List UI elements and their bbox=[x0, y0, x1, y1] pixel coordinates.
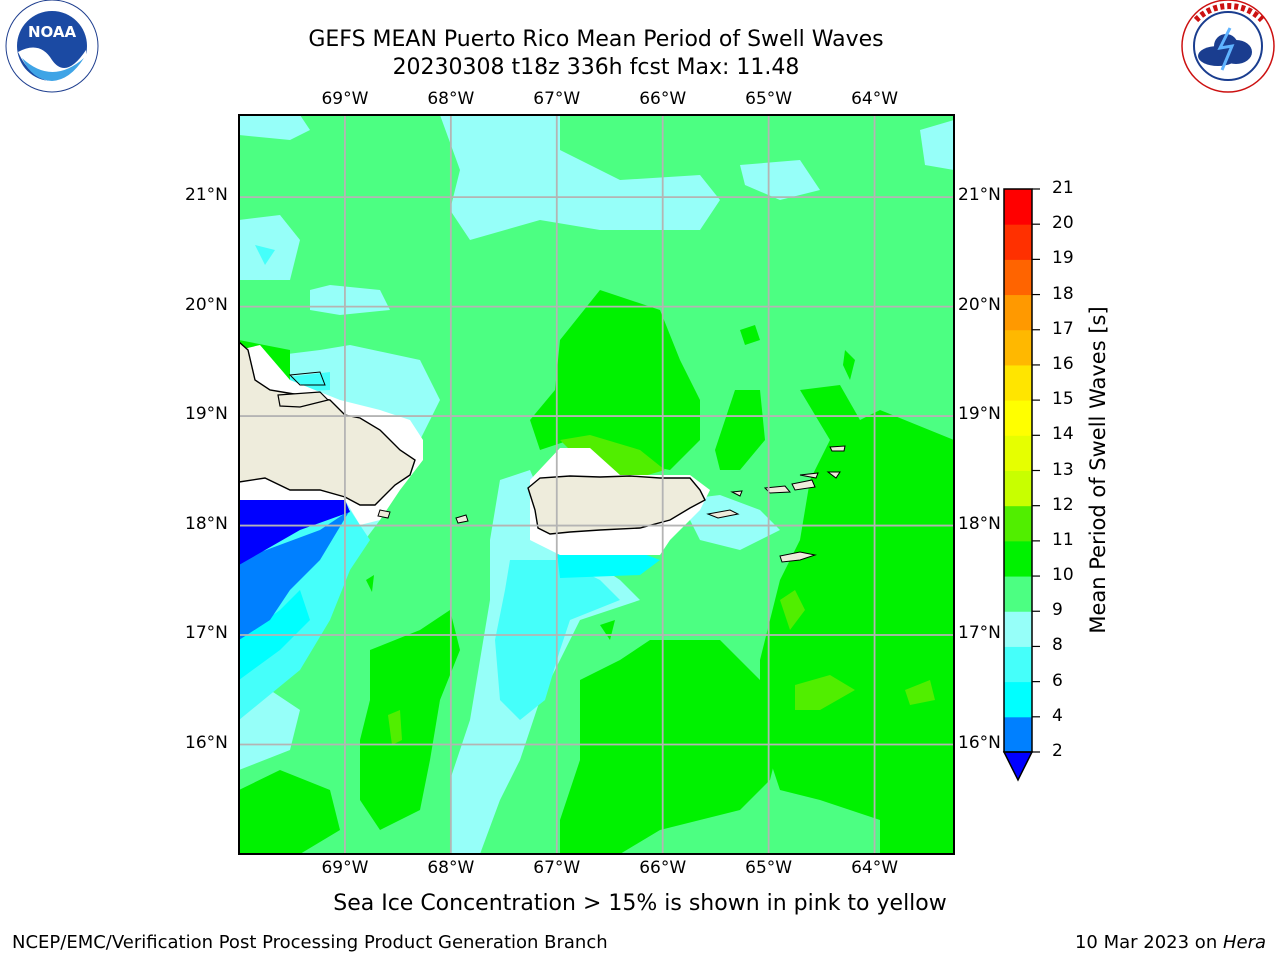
colorbar-tick-label: 18 bbox=[1052, 283, 1074, 304]
colorbar-tick-label: 13 bbox=[1052, 459, 1074, 480]
lat-label-left: 18°N bbox=[185, 513, 228, 534]
footer-host: Hera bbox=[1222, 932, 1266, 953]
lon-label-top: 65°W bbox=[745, 89, 793, 109]
colorbar-tick-label: 19 bbox=[1052, 248, 1074, 269]
colorbar-tick-label: 8 bbox=[1052, 635, 1063, 656]
map-area bbox=[239, 115, 954, 854]
lon-label-bottom: 68°W bbox=[427, 858, 475, 878]
colorbar-segment bbox=[1004, 189, 1032, 225]
colorbar-tick-label: 14 bbox=[1052, 424, 1074, 445]
colorbar-tick-label: 17 bbox=[1052, 318, 1074, 339]
colorbar-segment bbox=[1004, 435, 1032, 471]
lon-label-bottom: 65°W bbox=[745, 858, 793, 878]
colorbar-segment bbox=[1004, 294, 1032, 331]
colorbar-segment bbox=[1004, 329, 1032, 366]
footer-credit: NCEP/EMC/Verification Post Processing Pr… bbox=[12, 932, 608, 953]
colorbar-label: Mean Period of Swell Waves [s] bbox=[1086, 306, 1110, 634]
colorbar-segment bbox=[1004, 611, 1032, 647]
lon-label-top: 68°W bbox=[427, 89, 475, 109]
lon-label-top: 66°W bbox=[639, 89, 687, 109]
noaa-logo: NOAA bbox=[5, 0, 99, 93]
map-subtitle: 20230308 t18z 336h fcst Max: 11.48 bbox=[392, 55, 800, 80]
lon-label-bottom: 64°W bbox=[851, 858, 899, 878]
nws-logo bbox=[1181, 0, 1275, 93]
colorbar-tick-label: 4 bbox=[1052, 705, 1063, 726]
colorbar-tick-label: 15 bbox=[1052, 389, 1074, 410]
lat-label-right: 18°N bbox=[958, 513, 1001, 534]
colorbar-segment bbox=[1004, 505, 1032, 542]
colorbar bbox=[1002, 188, 1040, 782]
lat-label-left: 19°N bbox=[185, 404, 228, 425]
noaa-logo-text: NOAA bbox=[28, 23, 77, 41]
lon-label-top: 64°W bbox=[851, 89, 899, 109]
colorbar-segment bbox=[1004, 576, 1032, 612]
lat-label-left: 17°N bbox=[185, 623, 228, 644]
colorbar-segment bbox=[1004, 646, 1032, 683]
lon-label-bottom: 67°W bbox=[533, 858, 581, 878]
map-gridlines bbox=[239, 115, 954, 854]
sea-ice-caption: Sea Ice Concentration > 15% is shown in … bbox=[333, 891, 947, 916]
colorbar-tick-label: 16 bbox=[1052, 353, 1074, 374]
colorbar-segment bbox=[1004, 224, 1032, 260]
lat-label-right: 21°N bbox=[958, 185, 1001, 206]
colorbar-segment bbox=[1004, 364, 1032, 401]
colorbar-tick-label: 9 bbox=[1052, 600, 1063, 621]
colorbar-tick-label: 20 bbox=[1052, 213, 1074, 234]
colorbar-segment bbox=[1004, 259, 1032, 296]
lon-label-top: 69°W bbox=[321, 89, 369, 109]
footer-date: 10 Mar 2023 on Hera bbox=[1075, 932, 1266, 953]
colorbar-tick-label: 2 bbox=[1052, 741, 1063, 761]
footer-date-text: 10 Mar 2023 on bbox=[1074, 932, 1223, 953]
lon-label-bottom: 66°W bbox=[639, 858, 687, 878]
colorbar-tick-label: 11 bbox=[1052, 529, 1074, 550]
lat-label-right: 19°N bbox=[958, 404, 1001, 425]
map-title: GEFS MEAN Puerto Rico Mean Period of Swe… bbox=[308, 27, 884, 52]
colorbar-segment bbox=[1004, 470, 1032, 507]
lat-label-right: 20°N bbox=[958, 294, 1001, 315]
lat-label-right: 16°N bbox=[958, 732, 1001, 753]
colorbar-tick-label: 12 bbox=[1052, 494, 1074, 515]
colorbar-tick-label: 21 bbox=[1052, 178, 1074, 198]
lat-label-right: 17°N bbox=[958, 623, 1001, 644]
lat-label-left: 16°N bbox=[185, 732, 228, 753]
lat-label-left: 20°N bbox=[185, 294, 228, 315]
colorbar-segment bbox=[1004, 681, 1032, 718]
colorbar-segment bbox=[1004, 540, 1032, 577]
colorbar-tick-label: 6 bbox=[1052, 670, 1063, 691]
colorbar-segment bbox=[1004, 400, 1032, 436]
lon-label-top: 67°W bbox=[533, 89, 581, 109]
colorbar-extend-arrow bbox=[1002, 751, 1034, 782]
map-frame bbox=[238, 114, 955, 855]
colorbar-tick-label: 10 bbox=[1052, 565, 1074, 586]
lon-label-bottom: 69°W bbox=[321, 858, 369, 878]
colorbar-segment bbox=[1004, 716, 1032, 753]
lat-label-left: 21°N bbox=[185, 185, 228, 206]
